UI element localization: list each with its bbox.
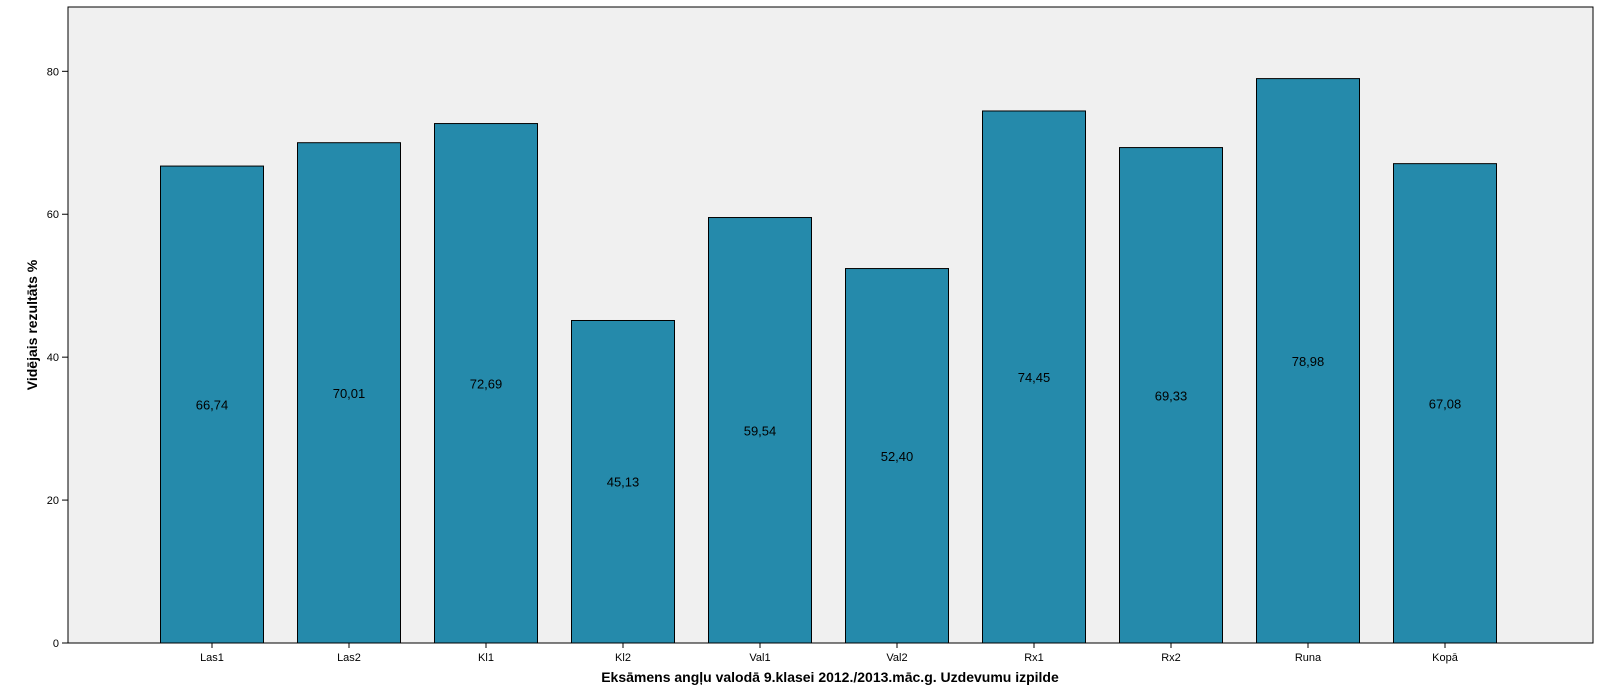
- bar-rx2: [1119, 147, 1223, 644]
- bar-value-label: 72,69: [470, 376, 503, 391]
- x-tick-label: Val2: [886, 652, 907, 664]
- y-tick-label: 80: [47, 66, 59, 78]
- bars-group: [160, 78, 1497, 644]
- bar-value-label: 74,45: [1018, 370, 1051, 385]
- bar-value-label: 66,74: [196, 398, 229, 413]
- bar-las1: [160, 165, 264, 644]
- x-tick-label: Kl2: [615, 652, 631, 664]
- y-tick-label: 40: [47, 352, 59, 364]
- bar-las2: [297, 142, 401, 644]
- bar-value-label: 69,33: [1155, 388, 1188, 403]
- bar-value-label: 45,13: [607, 475, 640, 490]
- y-axis: 0 20 40 60 80: [47, 66, 68, 650]
- bar-value-label: 70,01: [333, 386, 366, 401]
- bar-value-label: 52,40: [881, 449, 914, 464]
- bar-runa: [1256, 78, 1360, 644]
- y-axis-title: Vidējais rezultāts %: [24, 259, 40, 390]
- bar-val2: [845, 268, 949, 644]
- y-tick-label: 20: [47, 495, 59, 507]
- x-tick-label: Las1: [200, 652, 224, 664]
- x-tick-label: Kl1: [478, 652, 494, 664]
- bar-rx1: [982, 110, 1086, 644]
- data-labels-group: 66,74 70,01 72,69 45,13 59,54 52,40 74,45 69,33…: [196, 354, 1462, 490]
- x-tick-label: Runa: [1295, 652, 1322, 664]
- bar-val1: [708, 217, 812, 644]
- bar-kl1: [434, 123, 538, 644]
- x-tick-label: Val1: [749, 652, 770, 664]
- x-tick-label: Rx1: [1024, 652, 1044, 664]
- x-tick-label: Kopā: [1432, 652, 1459, 664]
- bar-kopā: [1393, 163, 1497, 644]
- bar-value-label: 67,08: [1429, 396, 1462, 411]
- y-tick-label: 0: [53, 638, 59, 650]
- plot-area: [67, 6, 1594, 644]
- x-tick-label: Rx2: [1161, 652, 1181, 664]
- x-tick-label: Las2: [337, 652, 361, 664]
- bar-kl2: [571, 319, 675, 644]
- bar-value-label: 59,54: [744, 423, 777, 438]
- x-axis: Las1 Las2 Kl1 Kl2 Val1 Val2 Rx1 Rx2 Runa Kopā: [200, 643, 1459, 664]
- x-axis-title: Eksāmens angļu valodā 9.klasei 2012./201…: [601, 669, 1059, 685]
- y-tick-label: 60: [47, 209, 59, 221]
- bar-value-label: 78,98: [1292, 354, 1325, 369]
